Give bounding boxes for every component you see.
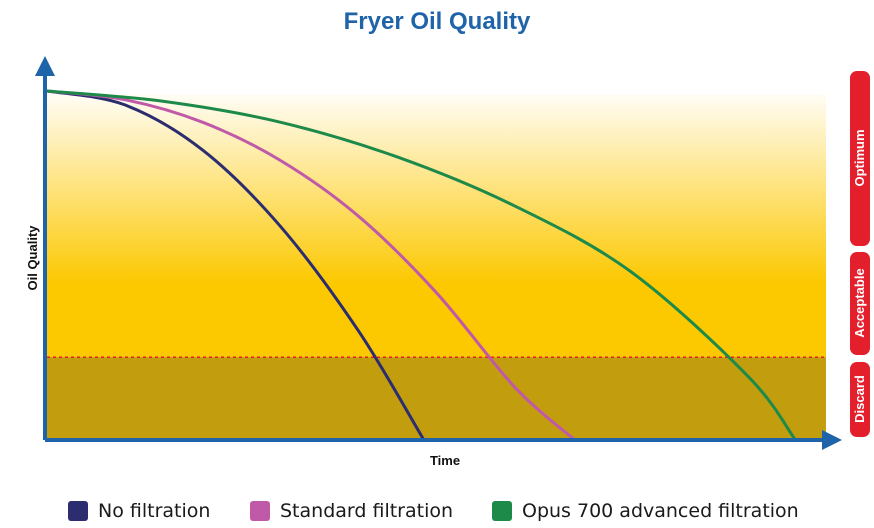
zone-bar-acceptable: Acceptable: [850, 252, 870, 355]
zone-label-discard: Discard: [852, 375, 867, 423]
legend-swatch: [68, 501, 88, 521]
legend-item-opus-700: Opus 700 advanced filtration: [492, 500, 799, 522]
legend-item-standard-filtration: Standard filtration: [250, 500, 453, 522]
series-layer: [45, 89, 797, 441]
legend-label: No filtration: [98, 500, 211, 522]
legend-swatch: [492, 501, 512, 521]
x-axis-label: Time: [430, 453, 460, 468]
zone-label-acceptable: Acceptable: [852, 268, 867, 337]
discard-area: [47, 357, 826, 439]
legend-swatch: [250, 501, 270, 521]
legend-label: Standard filtration: [280, 500, 454, 522]
zone-label-optimum: Optimum: [852, 129, 867, 186]
series-line-no-filtration: [45, 89, 425, 441]
zone-bar-discard: Discard: [850, 362, 870, 437]
zone-bar-optimum: Optimum: [850, 71, 870, 246]
legend-item-no-filtration: No filtration: [68, 500, 210, 522]
series-line-opus-700-advanced-filtration: [45, 89, 797, 441]
y-axis-label: Oil Quality: [25, 225, 40, 291]
chart-title: Fryer Oil Quality: [343, 8, 531, 35]
legend: No filtration Standard filtration Opus 7…: [0, 500, 874, 526]
series-line-standard-filtration: [45, 89, 576, 441]
legend-label: Opus 700 advanced filtration: [522, 500, 799, 522]
